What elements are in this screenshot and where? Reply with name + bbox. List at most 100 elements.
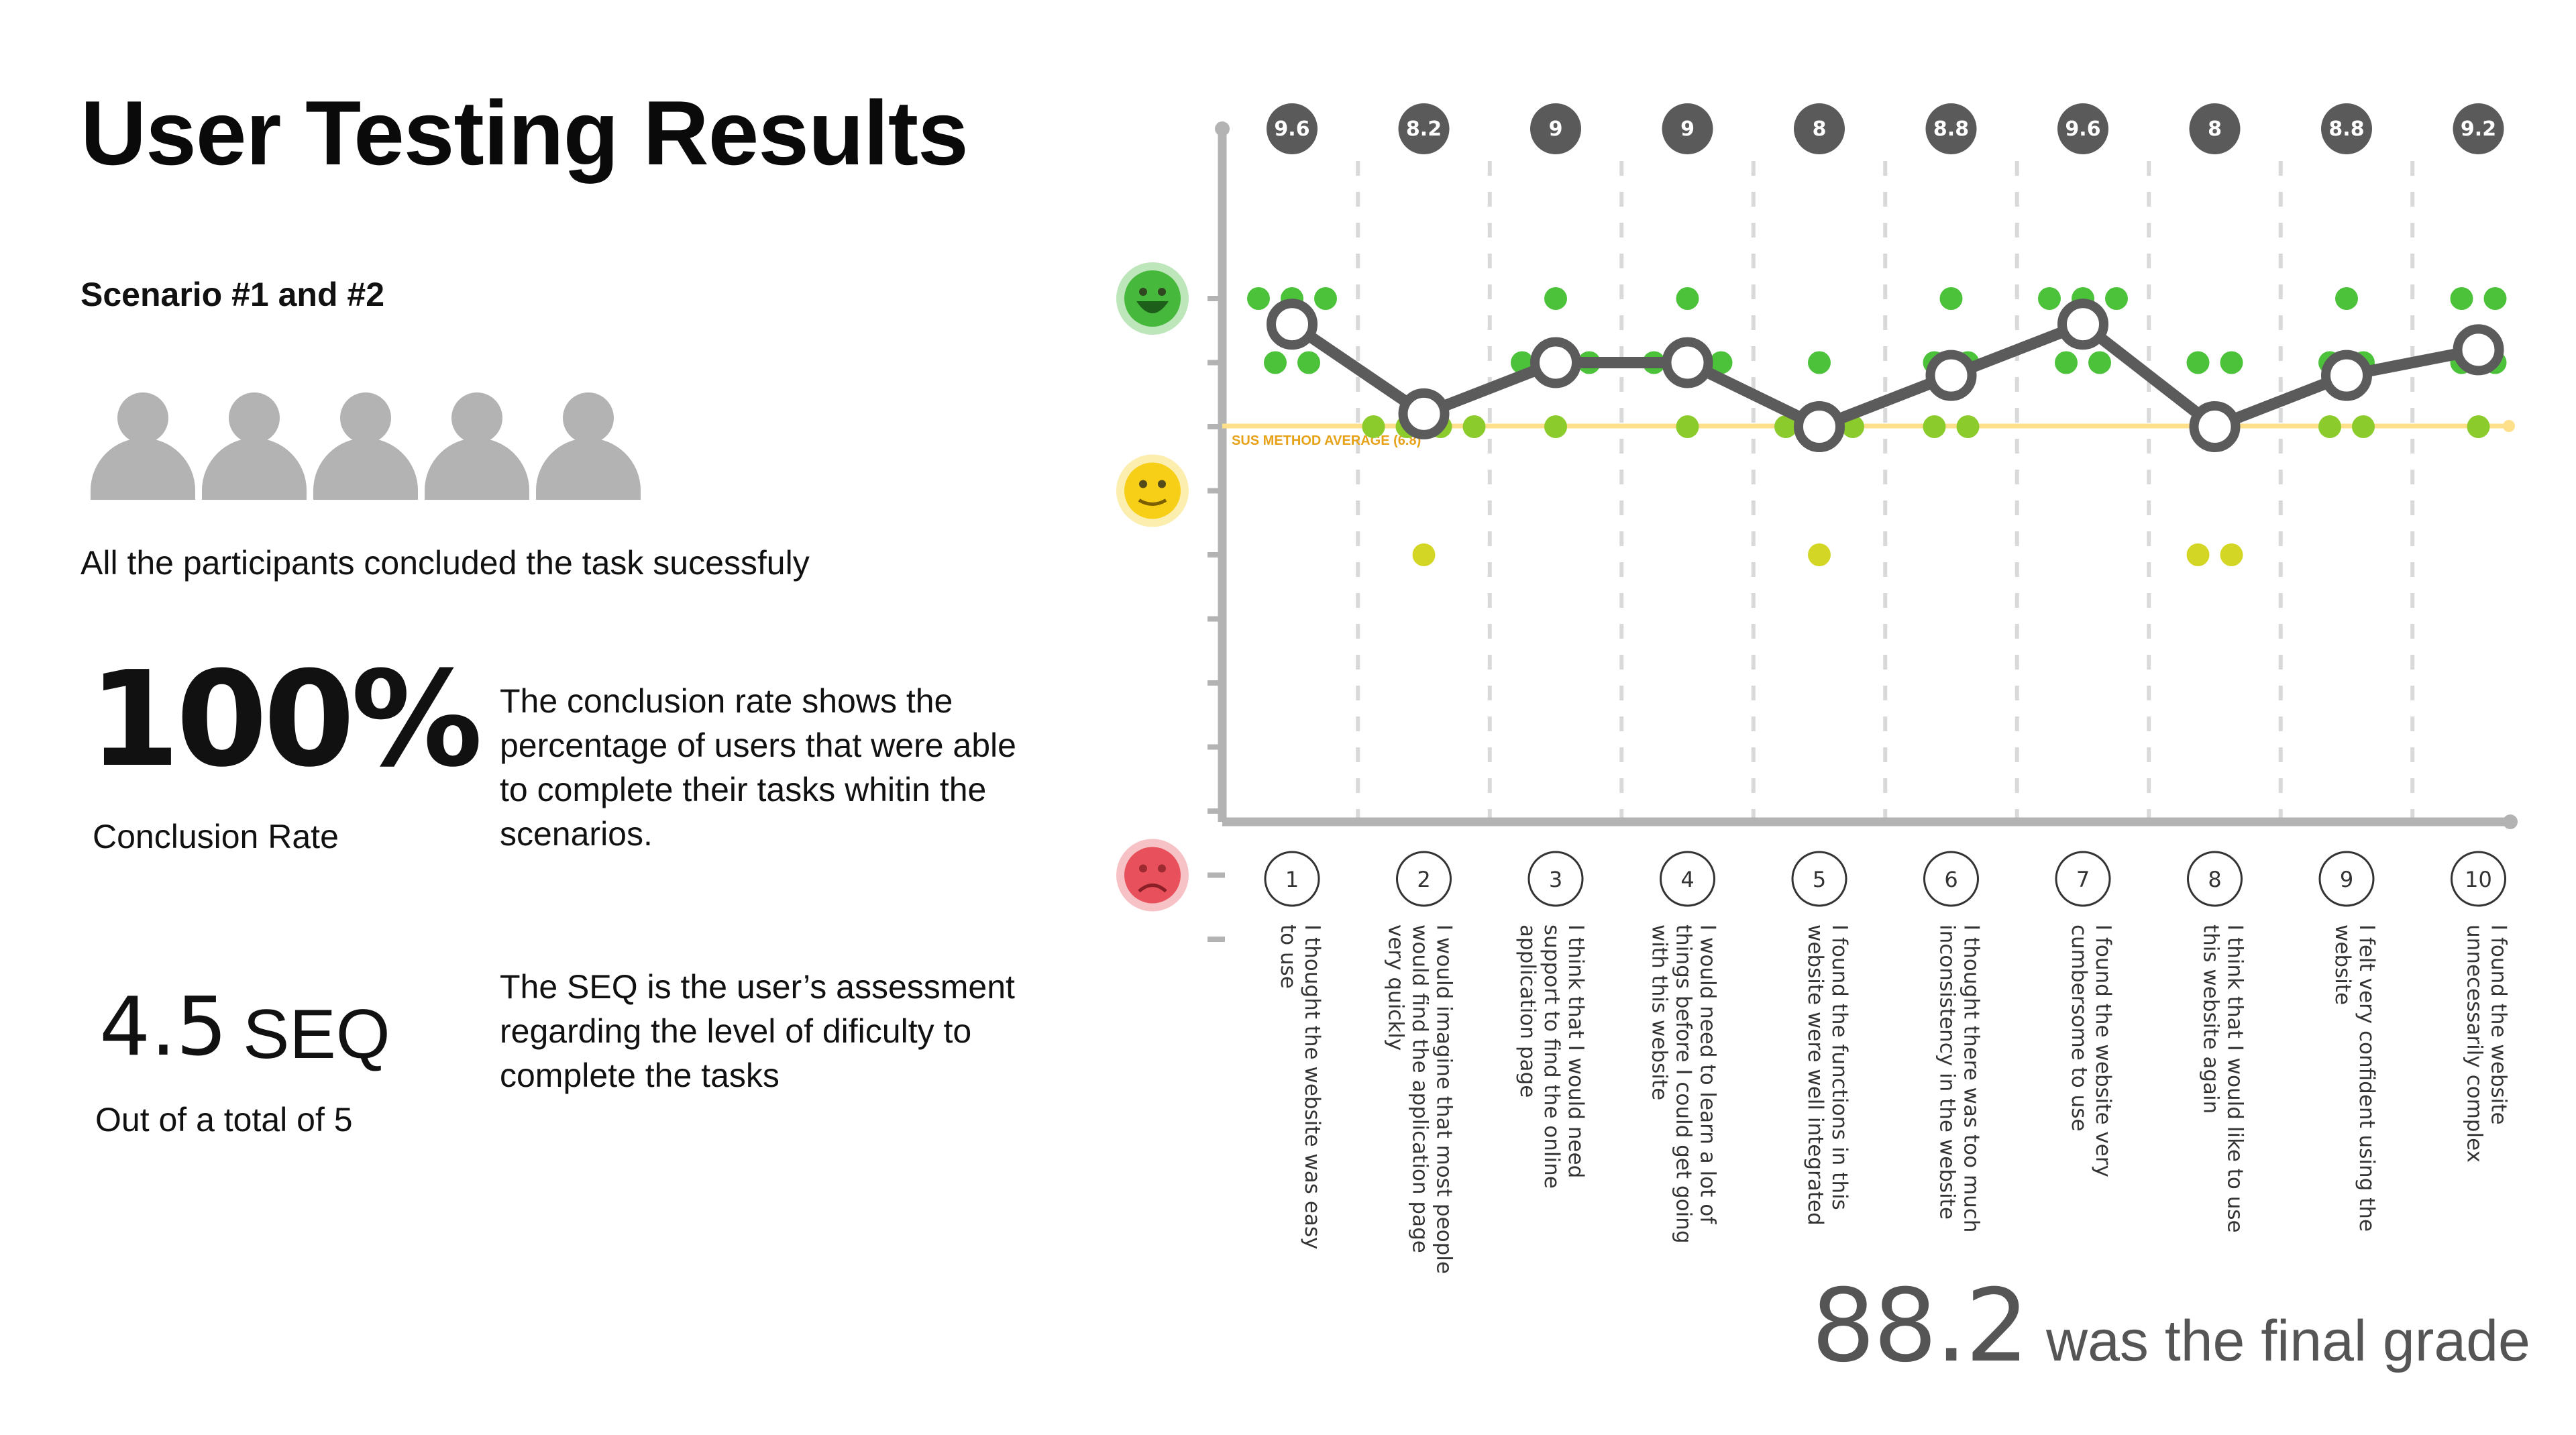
response-dot [2055, 351, 2078, 374]
question-number-badge [1264, 851, 1320, 907]
seq-label: Out of a total of 5 [95, 1101, 353, 1138]
value-label: 8 [2208, 117, 2222, 141]
sus-average-cap [2503, 420, 2515, 432]
value-badge [1794, 103, 1845, 154]
page-title: User Testing Results [80, 82, 969, 184]
question-label: I found the websiteunnecessarily complex [2463, 924, 2511, 1163]
response-dot [2318, 415, 2341, 438]
response-dot [2186, 351, 2210, 374]
question-number-badge [1791, 851, 1847, 907]
participants-summary: All the participants concluded the task … [80, 544, 810, 582]
response-dot [2483, 287, 2507, 310]
question-number: 7 [2076, 867, 2090, 892]
person-icon [425, 392, 529, 500]
question-number: 8 [2208, 867, 2221, 892]
conclusion-rate-description: The conclusion rate shows the percentage… [500, 682, 1016, 853]
question-number-badge [2187, 851, 2243, 907]
question-number-badge [1527, 851, 1584, 907]
response-dot [1362, 415, 1385, 438]
response-dot [2038, 287, 2061, 310]
question-number-badge [1923, 851, 1979, 907]
response-dot [1774, 415, 1797, 438]
value-badge [2189, 103, 2241, 154]
response-dot [1462, 415, 1486, 438]
response-dot [1923, 415, 1946, 438]
value-label: 9.2 [2461, 117, 2496, 141]
value-badge [2453, 103, 2504, 154]
question-number-badge [2318, 851, 2375, 907]
question-number-badge [2055, 851, 2111, 907]
conclusion-rate-label: Conclusion Rate [93, 818, 339, 855]
sus-average-label: SUS METHOD AVERAGE (6.8) [1232, 433, 1421, 448]
person-icon [313, 392, 418, 500]
score-point [1662, 337, 1713, 388]
response-dot [1264, 351, 1287, 374]
question-label: I found the website verycumbersome to us… [2067, 924, 2115, 1177]
conclusion-rate-value: 100% [89, 643, 483, 796]
value-badge [1662, 103, 1713, 154]
value-badge [1530, 103, 1581, 154]
response-dot [2088, 351, 2111, 374]
response-dot [1544, 287, 1567, 310]
question-number: 6 [1944, 867, 1957, 892]
scenario-label: Scenario #1 and #2 [80, 276, 385, 313]
value-label: 9 [1549, 117, 1563, 141]
question-label: I found the functions in thiswebsite wer… [1803, 924, 1851, 1226]
score-point [1530, 337, 1581, 388]
question-number: 5 [1813, 867, 1826, 892]
question-number: 2 [1417, 867, 1430, 892]
question-number: 9 [2340, 867, 2353, 892]
value-badge [2057, 103, 2108, 154]
response-dot [1676, 415, 1699, 438]
final-grade-label: was the final grade [2045, 1309, 2530, 1373]
response-dot [1808, 543, 1831, 566]
seq-description: The SEQ is the user’s assessment regardi… [500, 968, 1015, 1094]
question-number: 1 [1285, 867, 1299, 892]
score-point [1794, 401, 1845, 452]
response-dot [1297, 351, 1320, 374]
value-label: 9.6 [1274, 117, 1309, 141]
value-badge [1925, 103, 1977, 154]
question-number-badge [2451, 851, 2506, 907]
person-icon [91, 392, 195, 500]
response-dot [1247, 287, 1270, 310]
seq-unit: SEQ [243, 996, 390, 1073]
question-label: I felt very confident using thewebsite [2330, 924, 2379, 1232]
x-axis-cap [2503, 814, 2518, 829]
final-grade: 88.2 was the final grade [1811, 1268, 2530, 1385]
value-badge [1267, 103, 1318, 154]
person-icon [536, 392, 641, 500]
seq-value: 4.5 [99, 981, 227, 1074]
value-label: 9.6 [2065, 117, 2100, 141]
response-dot [2467, 415, 2490, 438]
response-dot [2220, 543, 2243, 566]
score-point [2057, 299, 2108, 350]
response-dot [1412, 543, 1436, 566]
question-label: I thought the website was easyto use [1276, 924, 1324, 1249]
final-grade-value: 88.2 [1811, 1268, 2029, 1385]
question-number: 10 [2465, 867, 2492, 892]
question-label: I think that I would needsupport to find… [1515, 924, 1588, 1189]
response-dot [2186, 543, 2210, 566]
question-label: I think that I would like to usethis web… [2199, 924, 2247, 1233]
score-point [2189, 401, 2241, 452]
response-dot [1544, 415, 1567, 438]
score-point [1398, 388, 1450, 439]
happy-face-icon [1116, 262, 1189, 335]
response-dot [1709, 351, 1733, 374]
response-dot [2105, 287, 2128, 310]
score-point [1267, 299, 1318, 350]
response-dot [1314, 287, 1337, 310]
response-dot [2335, 287, 2358, 310]
response-dot [1956, 415, 1980, 438]
response-dot [2220, 351, 2243, 374]
response-dot [2352, 415, 2375, 438]
participants-group [91, 392, 641, 507]
value-badge [2321, 103, 2372, 154]
score-point [2453, 324, 2504, 376]
score-point [2321, 350, 2372, 401]
response-dot [2450, 287, 2473, 310]
sad-face-icon [1116, 839, 1189, 912]
question-number: 4 [1680, 867, 1694, 892]
